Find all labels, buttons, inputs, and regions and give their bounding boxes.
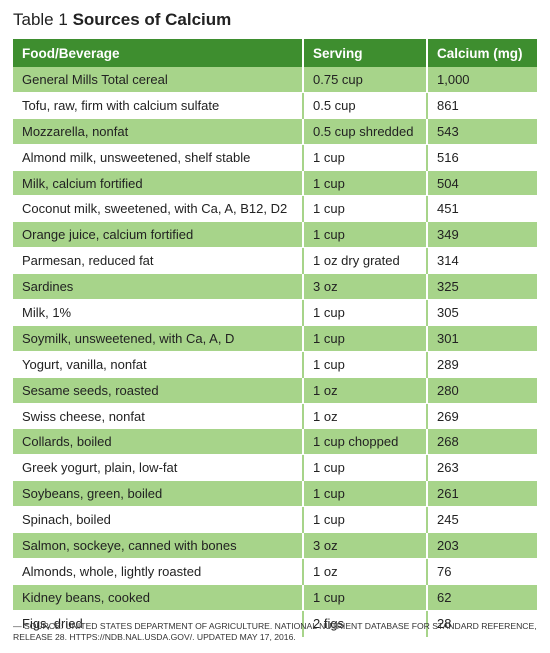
food-cell: Salmon, sockeye, canned with bones: [13, 532, 304, 559]
table-row: Greek yogurt, plain, low-fat 1 cup 263: [13, 454, 537, 482]
food-cell: Greek yogurt, plain, low-fat: [13, 454, 304, 482]
table-name: Sources of Calcium: [72, 10, 232, 29]
calcium-cell: 28: [427, 610, 537, 637]
food-cell: General Mills Total cereal: [13, 67, 304, 93]
table-row: Collards, boiled 1 cup chopped 268: [13, 428, 537, 456]
table-row: Milk, 1% 1 cup 305: [13, 299, 537, 326]
food-cell: Tofu, raw, firm with calcium sulfate: [13, 92, 304, 119]
table-row: Coconut milk, sweetened, with Ca, A, B12…: [13, 195, 537, 223]
calcium-cell: 451: [427, 195, 537, 223]
serving-cell: 1 cup: [303, 195, 428, 223]
calcium-cell: 349: [427, 221, 537, 249]
calcium-cell: 543: [427, 118, 537, 145]
calcium-cell: 76: [427, 558, 537, 585]
food-cell: Soybeans, green, boiled: [13, 480, 304, 508]
header-calcium-mg: Calcium (mg): [427, 39, 537, 67]
food-cell: Spinach, boiled: [13, 506, 304, 534]
serving-cell: 1 cup: [303, 454, 428, 482]
table-row: Orange juice, calcium fortified 1 cup 349: [13, 221, 537, 249]
serving-cell: 1 cup: [303, 299, 428, 326]
serving-cell: 1 oz: [303, 403, 428, 430]
food-cell: Milk, calcium fortified: [13, 170, 304, 197]
table-row: Spinach, boiled 1 cup 245: [13, 506, 537, 534]
serving-cell: 0.75 cup: [303, 67, 428, 93]
food-cell: Sardines: [13, 273, 304, 301]
table-row: Tofu, raw, firm with calcium sulfate 0.5 …: [13, 92, 537, 119]
calcium-cell: 62: [427, 584, 537, 611]
calcium-cell: 516: [427, 144, 537, 171]
header-food-beverage: Food/Beverage: [13, 39, 304, 67]
serving-cell: 1 cup: [303, 221, 428, 249]
food-cell: Collards, boiled: [13, 428, 304, 456]
serving-cell: 1 cup: [303, 584, 428, 611]
food-cell: Figs, dried: [13, 610, 304, 637]
food-cell: Sesame seeds, roasted: [13, 377, 304, 404]
food-cell: Kidney beans, cooked: [13, 584, 304, 611]
calcium-cell: 263: [427, 454, 537, 482]
header-row: Food/Beverage Serving Calcium (mg): [13, 39, 537, 67]
serving-cell: 2 figs: [303, 610, 428, 637]
serving-cell: 1 cup: [303, 480, 428, 508]
calcium-cell: 861: [427, 92, 537, 119]
food-cell: Mozzarella, nonfat: [13, 118, 304, 145]
table-row: Salmon, sockeye, canned with bones 3 oz 20…: [13, 532, 537, 559]
calcium-cell: 203: [427, 532, 537, 559]
calcium-sources-table: Food/Beverage Serving Calcium (mg) Gener…: [13, 39, 537, 637]
table-row: Almonds, whole, lightly roasted 1 oz 76: [13, 558, 537, 585]
source-note: — Source: United States Department of Ag…: [13, 621, 537, 642]
serving-cell: 1 oz dry grated: [303, 247, 428, 275]
food-cell: Milk, 1%: [13, 299, 304, 326]
food-cell: Coconut milk, sweetened, with Ca, A, B12…: [13, 195, 304, 223]
table-row: Parmesan, reduced fat 1 oz dry grated 314: [13, 247, 537, 275]
serving-cell: 3 oz: [303, 532, 428, 559]
calcium-cell: 314: [427, 247, 537, 275]
calcium-cell: 301: [427, 325, 537, 352]
calcium-cell: 1,000: [427, 67, 537, 93]
table-row: Sesame seeds, roasted 1 oz 280: [13, 377, 537, 404]
calcium-cell: 289: [427, 351, 537, 378]
food-cell: Soymilk, unsweetened, with Ca, A, D: [13, 325, 304, 352]
calcium-cell: 305: [427, 299, 537, 326]
calcium-cell: 269: [427, 403, 537, 430]
serving-cell: 3 oz: [303, 273, 428, 301]
food-cell: Almond milk, unsweetened, shelf stable: [13, 144, 304, 171]
table-row: Almond milk, unsweetened, shelf stable 1 …: [13, 144, 537, 171]
table-row: Soybeans, green, boiled 1 cup 261: [13, 480, 537, 508]
table-title: Table 1 Sources of Calcium: [13, 9, 231, 31]
table-body: General Mills Total cereal 0.75 cup 1,000 T…: [13, 67, 537, 637]
table-row: Figs, dried 2 figs 28: [13, 610, 537, 637]
calcium-cell: 280: [427, 377, 537, 404]
table-row: Yogurt, vanilla, nonfat 1 cup 289: [13, 351, 537, 378]
food-cell: Parmesan, reduced fat: [13, 247, 304, 275]
calcium-cell: 325: [427, 273, 537, 301]
food-cell: Almonds, whole, lightly roasted: [13, 558, 304, 585]
serving-cell: 1 cup: [303, 351, 428, 378]
table-row: General Mills Total cereal 0.75 cup 1,000: [13, 67, 537, 93]
food-cell: Orange juice, calcium fortified: [13, 221, 304, 249]
serving-cell: 1 cup chopped: [303, 428, 428, 456]
food-cell: Yogurt, vanilla, nonfat: [13, 351, 304, 378]
table-row: Kidney beans, cooked 1 cup 62: [13, 584, 537, 611]
calcium-cell: 504: [427, 170, 537, 197]
table-row: Swiss cheese, nonfat 1 oz 269: [13, 403, 537, 430]
serving-cell: 1 oz: [303, 558, 428, 585]
table-row: Mozzarella, nonfat 0.5 cup shredded 543: [13, 118, 537, 145]
serving-cell: 1 cup: [303, 325, 428, 352]
calcium-cell: 268: [427, 428, 537, 456]
food-cell: Swiss cheese, nonfat: [13, 403, 304, 430]
serving-cell: 1 cup: [303, 506, 428, 534]
table-number: Table 1: [13, 10, 68, 29]
calcium-cell: 261: [427, 480, 537, 508]
header-serving: Serving: [303, 39, 428, 67]
calcium-cell: 245: [427, 506, 537, 534]
serving-cell: 1 cup: [303, 170, 428, 197]
serving-cell: 0.5 cup: [303, 92, 428, 119]
table-row: Milk, calcium fortified 1 cup 504: [13, 170, 537, 197]
serving-cell: 1 oz: [303, 377, 428, 404]
table-row: Sardines 3 oz 325: [13, 273, 537, 301]
serving-cell: 0.5 cup shredded: [303, 118, 428, 145]
serving-cell: 1 cup: [303, 144, 428, 171]
